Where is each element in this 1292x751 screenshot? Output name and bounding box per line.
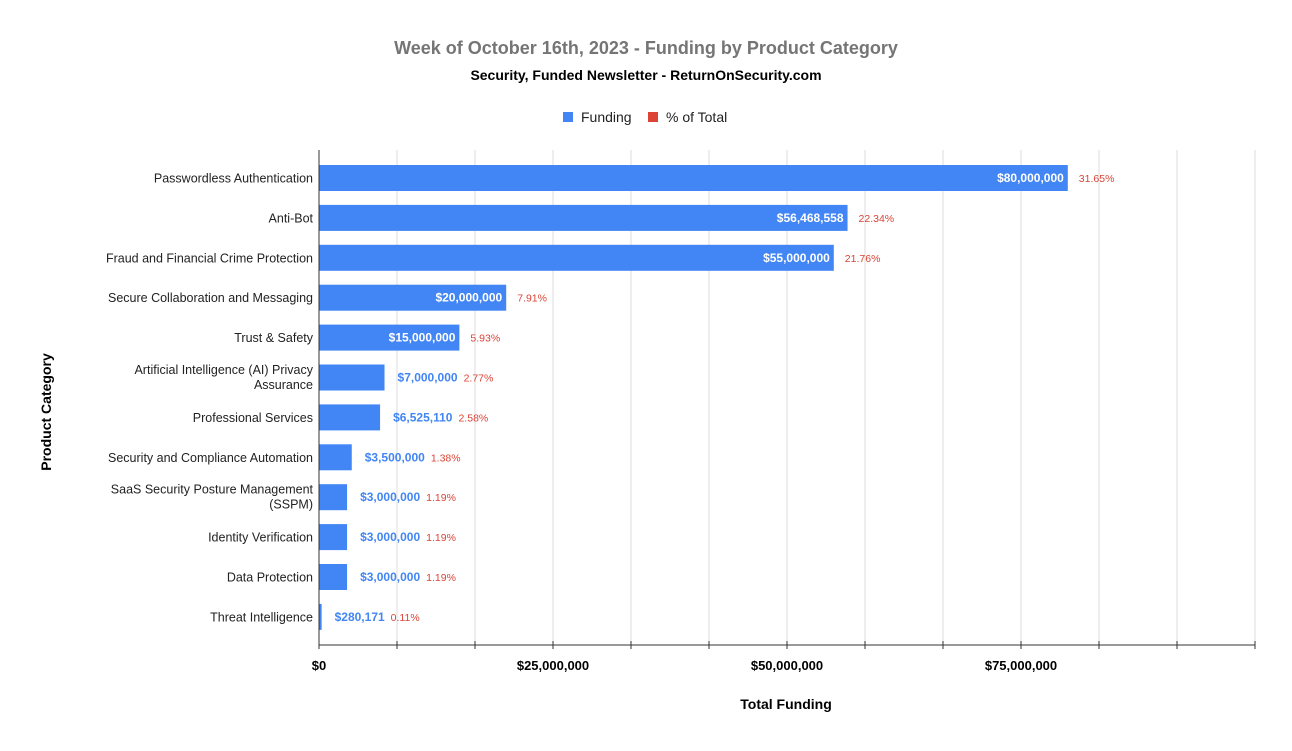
legend-funding-label: Funding [581, 109, 632, 125]
category-labels: Passwordless Authentication Anti-Bot Fraud… [106, 172, 314, 625]
value-label: $7,000,000 [398, 371, 458, 385]
category-label: Passwordless Authentication [154, 172, 313, 186]
value-label: $3,000,000 [360, 570, 420, 584]
chart-subtitle: Security, Funded Newsletter - ReturnOnSe… [470, 67, 821, 83]
value-label: $280,171 [335, 610, 385, 624]
category-label: Security and Compliance Automation [108, 451, 313, 465]
chart-title: Week of October 16th, 2023 - Funding by … [394, 38, 898, 58]
x-tick-label: $25,000,000 [517, 658, 589, 673]
percent-label: 5.93% [470, 333, 500, 345]
value-label: $6,525,110 [393, 410, 453, 424]
value-label: $55,000,000 [763, 251, 830, 265]
x-tick-labels: $0 $25,000,000 $50,000,000 $75,000,000 [312, 658, 1057, 673]
bar [319, 484, 348, 511]
bar [319, 284, 507, 311]
value-label: $15,000,000 [389, 331, 456, 345]
bar [319, 524, 348, 551]
percent-label: 21.76% [845, 253, 881, 265]
category-label: Threat Intelligence [210, 610, 313, 624]
legend: Funding % of Total [563, 109, 727, 125]
percent-label: 1.38% [431, 452, 461, 464]
category-label: Anti-Bot [269, 211, 314, 225]
percent-label: 22.34% [859, 213, 895, 225]
category-label: Professional Services [193, 411, 313, 425]
x-tick-label: $50,000,000 [751, 658, 823, 673]
value-label: $3,000,000 [360, 490, 420, 504]
bar [319, 204, 848, 231]
y-axis-title: Product Category [38, 353, 54, 471]
category-label: Identity Verification [208, 531, 313, 545]
category-label: Fraud and Financial Crime Protection [106, 251, 313, 265]
value-label: $80,000,000 [997, 171, 1064, 185]
bars: $80,000,000 31.65% $56,468,558 22.34% $55,00… [319, 165, 1114, 630]
percent-label: 0.11% [391, 612, 420, 624]
gridlines [396, 150, 1256, 645]
percent-label: 1.19% [426, 572, 456, 584]
category-label: Artificial Intelligence (AI) Privacy [134, 363, 313, 377]
bar [319, 165, 1068, 191]
percent-label: 2.58% [458, 412, 488, 424]
x-tick-label: $75,000,000 [985, 658, 1057, 673]
percent-label: 1.19% [426, 492, 456, 504]
bar [319, 564, 348, 590]
bar [319, 603, 322, 630]
category-label: (SSPM) [269, 498, 313, 512]
value-label: $3,500,000 [365, 450, 425, 464]
value-label: $3,000,000 [360, 530, 420, 544]
value-label: $20,000,000 [435, 291, 502, 305]
category-label: Trust & Safety [234, 331, 313, 345]
bar [319, 404, 381, 431]
bar [319, 444, 352, 471]
bar [319, 324, 460, 351]
category-label: Assurance [254, 378, 313, 392]
x-axis-title: Total Funding [740, 696, 832, 712]
category-label: SaaS Security Posture Management [111, 483, 314, 497]
axes [318, 150, 1256, 649]
bar [319, 364, 385, 391]
legend-percent-swatch [648, 112, 658, 122]
legend-percent-label: % of Total [666, 109, 727, 125]
value-label: $56,468,558 [777, 211, 844, 225]
percent-label: 31.65% [1079, 173, 1115, 185]
x-tick-label: $0 [312, 658, 326, 673]
legend-funding-swatch [563, 112, 573, 122]
bar [319, 244, 834, 271]
percent-label: 2.77% [464, 373, 494, 385]
category-label: Data Protection [227, 571, 313, 585]
category-label: Secure Collaboration and Messaging [108, 291, 313, 305]
percent-label: 1.19% [426, 532, 456, 544]
percent-label: 7.91% [517, 293, 547, 305]
